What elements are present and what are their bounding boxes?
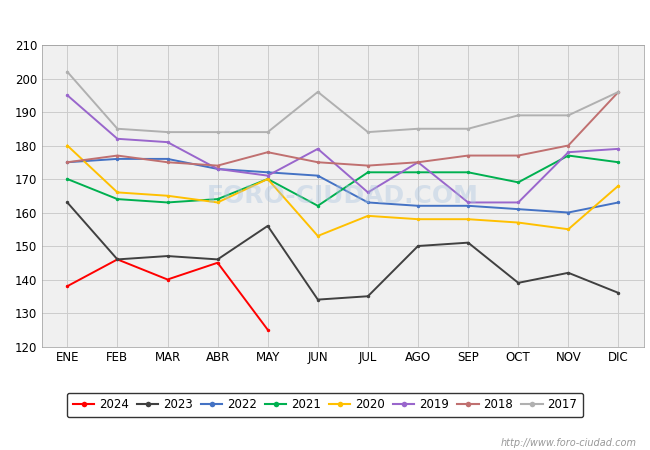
- Text: FORO-CIUDAD.COM: FORO-CIUDAD.COM: [207, 184, 479, 208]
- Legend: 2024, 2023, 2022, 2021, 2020, 2019, 2018, 2017: 2024, 2023, 2022, 2021, 2020, 2019, 2018…: [67, 392, 583, 418]
- Text: http://www.foro-ciudad.com: http://www.foro-ciudad.com: [501, 438, 637, 448]
- Text: Afiliados en Horcajo de los Montes a 31/5/2024: Afiliados en Horcajo de los Montes a 31/…: [129, 11, 521, 29]
